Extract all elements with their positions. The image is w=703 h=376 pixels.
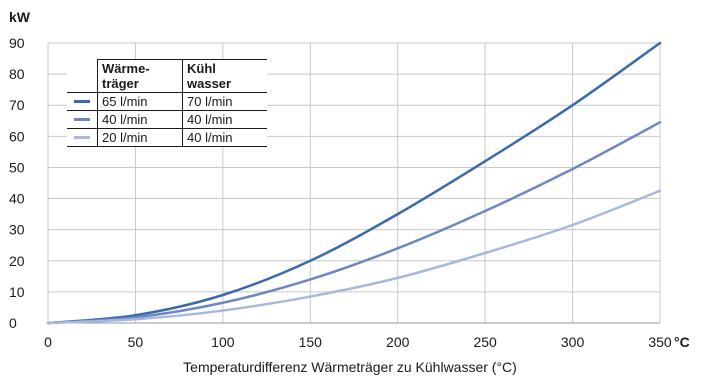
y-tick-label: 90 (9, 35, 25, 51)
y-unit-label: kW (9, 9, 31, 25)
x-axis-title: Temperaturdifferenz Wärmeträger zu Kühlw… (183, 359, 517, 375)
legend-row: 20 l/min 40 l/min (67, 128, 267, 147)
legend-swatch-2 (74, 136, 90, 139)
y-tick-label: 10 (9, 284, 25, 300)
x-tick-label: 250 (473, 334, 497, 350)
legend-header-waermetraeger-line2: träger (102, 76, 139, 91)
legend: Wärme- träger Kühl wasser 65 l/min 70 l/… (67, 59, 267, 147)
legend-swatch-0 (74, 100, 90, 103)
legend-waermetraeger-value: 40 l/min (97, 110, 183, 129)
x-tick-label: 100 (211, 334, 235, 350)
y-tick-label: 40 (9, 191, 25, 207)
y-tick-label: 30 (9, 222, 25, 238)
legend-swatch-cell (67, 92, 98, 111)
x-tick-label: 50 (128, 334, 144, 350)
y-tick-labels: 0 10 20 30 40 50 60 70 80 90 (9, 35, 25, 331)
legend-swatch-cell (67, 110, 98, 129)
x-tick-label: 300 (561, 334, 585, 350)
legend-header-kuehlwasser-line2: wasser (187, 76, 232, 91)
legend-header-empty (67, 59, 98, 93)
series-line-0 (46, 41, 662, 325)
legend-swatch-1 (74, 118, 90, 121)
legend-kuehlwasser-value: 40 l/min (182, 128, 267, 147)
legend-waermetraeger-value: 20 l/min (97, 128, 183, 147)
series-line-1 (46, 121, 662, 325)
y-tick-label: 0 (9, 315, 17, 331)
x-unit-label: °C (674, 334, 690, 350)
legend-header-kuehlwasser: Kühl wasser (182, 59, 267, 93)
legend-row: 40 l/min 40 l/min (67, 110, 267, 129)
x-tick-label: 150 (299, 334, 323, 350)
x-tick-label: 350 (648, 334, 672, 350)
legend-kuehlwasser-value: 40 l/min (182, 110, 267, 129)
series-lines (46, 41, 662, 325)
legend-header-waermetraeger: Wärme- träger (97, 59, 183, 93)
legend-header-row: Wärme- träger Kühl wasser (67, 59, 267, 93)
y-tick-label: 70 (9, 97, 25, 113)
legend-waermetraeger-value: 65 l/min (97, 92, 183, 111)
legend-swatch-cell (67, 128, 98, 147)
x-tick-label: 200 (386, 334, 410, 350)
x-tick-labels: 0 50 100 150 200 250 300 350 (44, 334, 672, 350)
legend-header-kuehlwasser-line1: Kühl (187, 61, 216, 76)
legend-row: 65 l/min 70 l/min (67, 92, 267, 111)
series-line-2 (46, 189, 662, 325)
legend-kuehlwasser-value: 70 l/min (182, 92, 267, 111)
legend-header-waermetraeger-line1: Wärme- (102, 61, 150, 76)
x-tick-label: 0 (44, 334, 52, 350)
y-tick-label: 50 (9, 159, 25, 175)
y-tick-label: 80 (9, 66, 25, 82)
y-tick-label: 20 (9, 253, 25, 269)
y-tick-label: 60 (9, 128, 25, 144)
